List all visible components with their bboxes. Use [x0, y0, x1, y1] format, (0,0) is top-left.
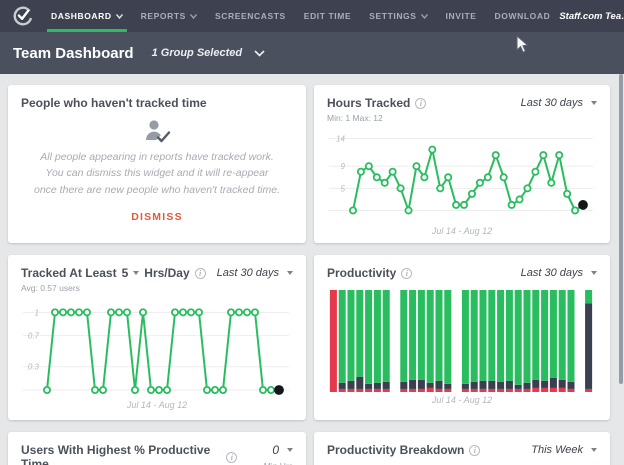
caret-down-icon: [591, 101, 597, 105]
x-axis-range-label: Jul 14 - Aug 12: [431, 226, 493, 236]
hours-tracked-line-chart: 14 9 5: [329, 135, 593, 215]
nav-item-invite[interactable]: INVITE: [437, 0, 486, 32]
group-selector-label: 1 Group Selected: [151, 47, 243, 59]
dashboard-grid: People who haven't tracked time All peop…: [0, 74, 624, 465]
card-title: Users With Highest % Productive Time: [21, 443, 211, 465]
nav-label: REPORTS: [140, 11, 186, 21]
svg-text:5: 5: [341, 184, 346, 193]
card-productivity-breakdown: Productivity Breakdown i This Week: [314, 432, 610, 465]
card-productivity: Productivity i Last 30 days Jul 14 - Aug…: [314, 255, 610, 420]
top-navbar: DASHBOARD REPORTS SCREENCASTS EDIT TIME …: [0, 0, 624, 32]
nav-item-download[interactable]: DOWNLOAD: [486, 0, 560, 32]
svg-text:14: 14: [336, 135, 345, 144]
nav-label: EDIT TIME: [303, 11, 352, 21]
nav-label: SCREENCASTS: [214, 11, 286, 21]
svg-text:0.3: 0.3: [28, 363, 40, 372]
svg-text:9: 9: [341, 162, 346, 171]
dismiss-button[interactable]: DISMISS: [131, 210, 183, 223]
productivity-bar-chart: [329, 290, 593, 392]
chevron-down-icon: [254, 49, 265, 57]
card-title: Productivity Breakdown: [327, 443, 465, 457]
nav-item-settings[interactable]: SETTINGS: [360, 0, 436, 32]
caret-down-icon: [591, 448, 597, 452]
card-title-prefix: Tracked At Least: [21, 266, 117, 280]
period-label: Last 30 days: [520, 267, 583, 279]
min-hrs-label: Min Hrs Worked: [237, 461, 293, 465]
period-dropdown[interactable]: This Week: [531, 444, 597, 456]
period-label: This Week: [531, 444, 583, 456]
chevron-down-icon: [115, 13, 123, 19]
card-title: Productivity: [327, 266, 397, 280]
info-icon[interactable]: i: [469, 444, 481, 456]
nav-item-dashboard[interactable]: DASHBOARD: [42, 0, 132, 32]
x-axis-range-label: Jul 14 - Aug 12: [126, 400, 188, 410]
vertical-scrollbar[interactable]: [619, 74, 623, 384]
empty-message-line: once there are new people who haven't tr…: [34, 183, 280, 196]
page-header: Team Dashboard 1 Group Selected: [0, 32, 624, 74]
nav-item-edit-time[interactable]: EDIT TIME: [295, 0, 360, 32]
card-top-users: Users With Highest % Productive Time i P…: [8, 432, 306, 465]
app-logo-icon[interactable]: [12, 5, 34, 27]
chevron-down-icon: [189, 13, 197, 19]
caret-down-icon: [287, 271, 293, 275]
page-title: Team Dashboard: [13, 44, 134, 62]
nav-item-screencasts[interactable]: SCREENCASTS: [206, 0, 295, 32]
min-hrs-value: 0: [272, 443, 279, 457]
card-hours-tracked: Hours Tracked i Min: 1 Max: 12 Last 30 d…: [314, 85, 610, 243]
person-check-icon: [146, 120, 171, 143]
info-icon[interactable]: i: [401, 267, 413, 279]
info-icon[interactable]: i: [194, 267, 206, 279]
card-title: People who haven't tracked time: [21, 96, 207, 110]
caret-down-icon: [591, 271, 597, 275]
nav-item-reports[interactable]: REPORTS: [132, 0, 206, 32]
svg-text:0.7: 0.7: [28, 332, 40, 341]
nav-label: INVITE: [445, 11, 477, 21]
period-dropdown[interactable]: Last 30 days: [521, 97, 597, 109]
x-axis-range-label: Jul 14 - Aug 12: [431, 395, 493, 405]
period-dropdown[interactable]: Last 30 days: [521, 267, 597, 279]
period-dropdown[interactable]: Last 30 days: [217, 267, 293, 279]
min-hrs-dropdown[interactable]: 0: [237, 443, 293, 457]
caret-down-icon: [133, 271, 140, 275]
caret-down-icon: [287, 448, 293, 452]
main-nav: DASHBOARD REPORTS SCREENCASTS EDIT TIME …: [42, 0, 559, 32]
min-max-label: Min: 1 Max: 12: [327, 113, 383, 123]
avg-users-label: Avg: 0.57 users: [21, 283, 80, 293]
nav-label: DOWNLOAD: [494, 11, 551, 21]
card-title-suffix: Hrs/Day: [144, 266, 190, 280]
nav-label: SETTINGS: [369, 11, 417, 21]
info-icon[interactable]: i: [226, 451, 238, 463]
workspace-name[interactable]: Staff.com Tea…: [559, 10, 624, 22]
period-label: Last 30 days: [216, 267, 279, 279]
nav-label: DASHBOARD: [51, 11, 112, 21]
tracked-at-least-line-chart: 1 0.7 0.3: [23, 308, 289, 395]
card-tracked-at-least: Tracked At Least 5 Hrs/Day i Avg: 0.57 u…: [8, 255, 306, 420]
card-no-tracking: People who haven't tracked time All peop…: [8, 85, 306, 243]
empty-message-line: All people appearing in reports have tra…: [40, 151, 274, 163]
period-label: Last 30 days: [520, 97, 583, 109]
group-selector-dropdown[interactable]: 1 Group Selected: [152, 47, 265, 59]
card-title: Hours Tracked: [327, 96, 411, 110]
threshold-value: 5: [121, 266, 129, 280]
empty-message-line: You can dismiss this widget and it will …: [45, 167, 269, 180]
chevron-down-icon: [420, 13, 428, 19]
info-icon[interactable]: i: [415, 97, 427, 109]
svg-text:1: 1: [35, 308, 39, 317]
threshold-dropdown[interactable]: 5: [122, 266, 140, 280]
